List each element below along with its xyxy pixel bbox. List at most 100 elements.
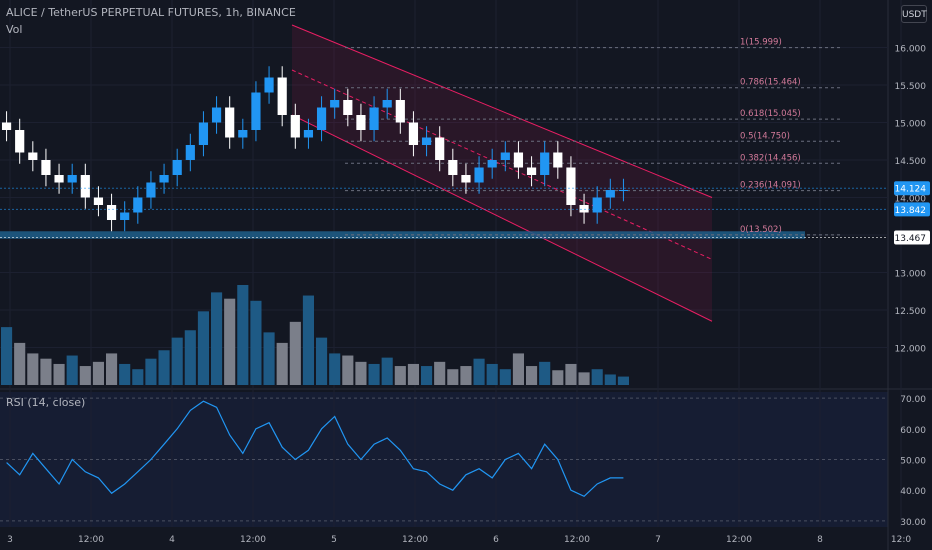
price-label-box[interactable] — [894, 202, 930, 217]
volume-bar — [263, 332, 275, 385]
price-tick-label: 12.000 — [895, 345, 927, 355]
price-label-box[interactable] — [894, 181, 930, 196]
channel-upper-line[interactable] — [291, 24, 713, 198]
candle-body — [513, 152, 524, 168]
candle-body — [369, 107, 379, 130]
candle-body — [15, 130, 25, 153]
candle-body — [553, 152, 563, 168]
rsi-indicator-label[interactable]: RSI (14, close) — [6, 396, 86, 409]
volume-bar — [132, 369, 144, 385]
volume-bar — [145, 358, 157, 385]
candle-body — [28, 152, 38, 160]
candle-body — [93, 197, 104, 205]
time-tick-label: 12:00 — [78, 535, 104, 545]
fib-level-label: 0.236(14.091) — [740, 181, 801, 191]
time-tick-label: 4 — [169, 535, 175, 545]
time-tick-label: 7 — [655, 535, 661, 545]
candle-body — [316, 107, 327, 130]
volume-bar — [1, 327, 13, 385]
candle-body — [395, 100, 405, 123]
support-zone[interactable] — [0, 231, 805, 239]
candle-body — [579, 205, 589, 213]
volume-bar — [499, 369, 511, 385]
volume-bar — [27, 353, 39, 385]
candle-body — [461, 175, 471, 183]
volume-bar — [368, 363, 380, 385]
time-tick-label: 12:00 — [402, 535, 428, 545]
candle-body — [474, 167, 484, 183]
volume-bar — [486, 363, 498, 385]
candle-body — [526, 167, 537, 175]
rsi-tick-label: 70.00 — [900, 395, 926, 405]
volume-bar — [460, 366, 472, 385]
candle-body — [264, 77, 274, 93]
volume-bar — [539, 361, 551, 385]
time-tick-label: 8 — [817, 535, 823, 545]
candle-body — [343, 100, 353, 115]
candle-body — [421, 137, 432, 145]
rsi-line — [6, 400, 624, 498]
volume-bar — [92, 361, 104, 385]
candle-body — [1, 122, 12, 130]
volume-bar — [604, 374, 616, 385]
fib-level-label: 0.382(14.456) — [740, 153, 801, 163]
volume-bar — [407, 363, 419, 385]
time-tick-label: 3 — [7, 535, 13, 545]
candle-body — [592, 197, 602, 213]
candle-body — [211, 107, 222, 123]
rsi-tick-label: 40.00 — [900, 487, 926, 497]
price-tick-label: 13.000 — [895, 270, 927, 280]
volume-bar — [381, 357, 393, 385]
volume-bar — [197, 311, 209, 385]
channel-lower-line[interactable] — [291, 114, 713, 322]
candle-body — [225, 107, 235, 138]
time-tick-label: 12:00 — [564, 535, 590, 545]
volume-bar — [237, 285, 249, 385]
time-tick-label: 12:0 — [891, 535, 911, 545]
time-tick-label: 6 — [493, 535, 499, 545]
candle-body — [487, 160, 497, 168]
candle-body — [540, 152, 550, 175]
volume-bar — [302, 295, 314, 385]
volume-bar — [316, 337, 328, 385]
fib-level-label: 0.5(14.750) — [740, 131, 790, 141]
channel-fill — [292, 25, 712, 322]
price-label-box[interactable] — [894, 230, 930, 245]
candle-body — [605, 190, 615, 198]
fib-level-label: 0(13.502) — [740, 225, 782, 235]
fib-level-label: 1(15.999) — [740, 38, 782, 48]
candle-body — [238, 130, 248, 138]
candle-body — [277, 77, 287, 115]
candle-body — [41, 160, 51, 175]
volume-bar — [276, 342, 288, 385]
candle-body — [330, 100, 340, 108]
candle-body — [133, 197, 143, 213]
price-label: 14.124 — [895, 185, 927, 195]
candle-body — [500, 152, 510, 160]
volume-bar — [79, 366, 91, 385]
candle-body — [356, 115, 366, 130]
volume-indicator-label[interactable]: Vol — [6, 23, 23, 36]
time-tick-label: 12:00 — [240, 535, 266, 545]
price-tick-label: 15.500 — [895, 82, 927, 92]
volume-bar — [447, 369, 459, 385]
volume-bar — [106, 353, 118, 385]
time-tick-label: 5 — [331, 535, 337, 545]
price-tick-label: 16.000 — [895, 45, 927, 55]
currency-button[interactable]: USDT — [901, 5, 927, 23]
candle-body — [303, 130, 314, 138]
volume-bar — [119, 363, 131, 385]
volume-bar — [342, 355, 354, 385]
volume-bar — [53, 363, 65, 385]
price-label: 13.842 — [895, 206, 927, 216]
candle-body — [198, 122, 209, 145]
candle-body — [80, 175, 90, 198]
volume-bar — [289, 321, 301, 385]
candle-body — [435, 137, 445, 160]
volume-bar — [591, 369, 603, 385]
volume-bar — [158, 350, 170, 385]
candle-body — [159, 175, 169, 183]
candle-body — [566, 167, 576, 205]
candle-body — [251, 92, 261, 130]
